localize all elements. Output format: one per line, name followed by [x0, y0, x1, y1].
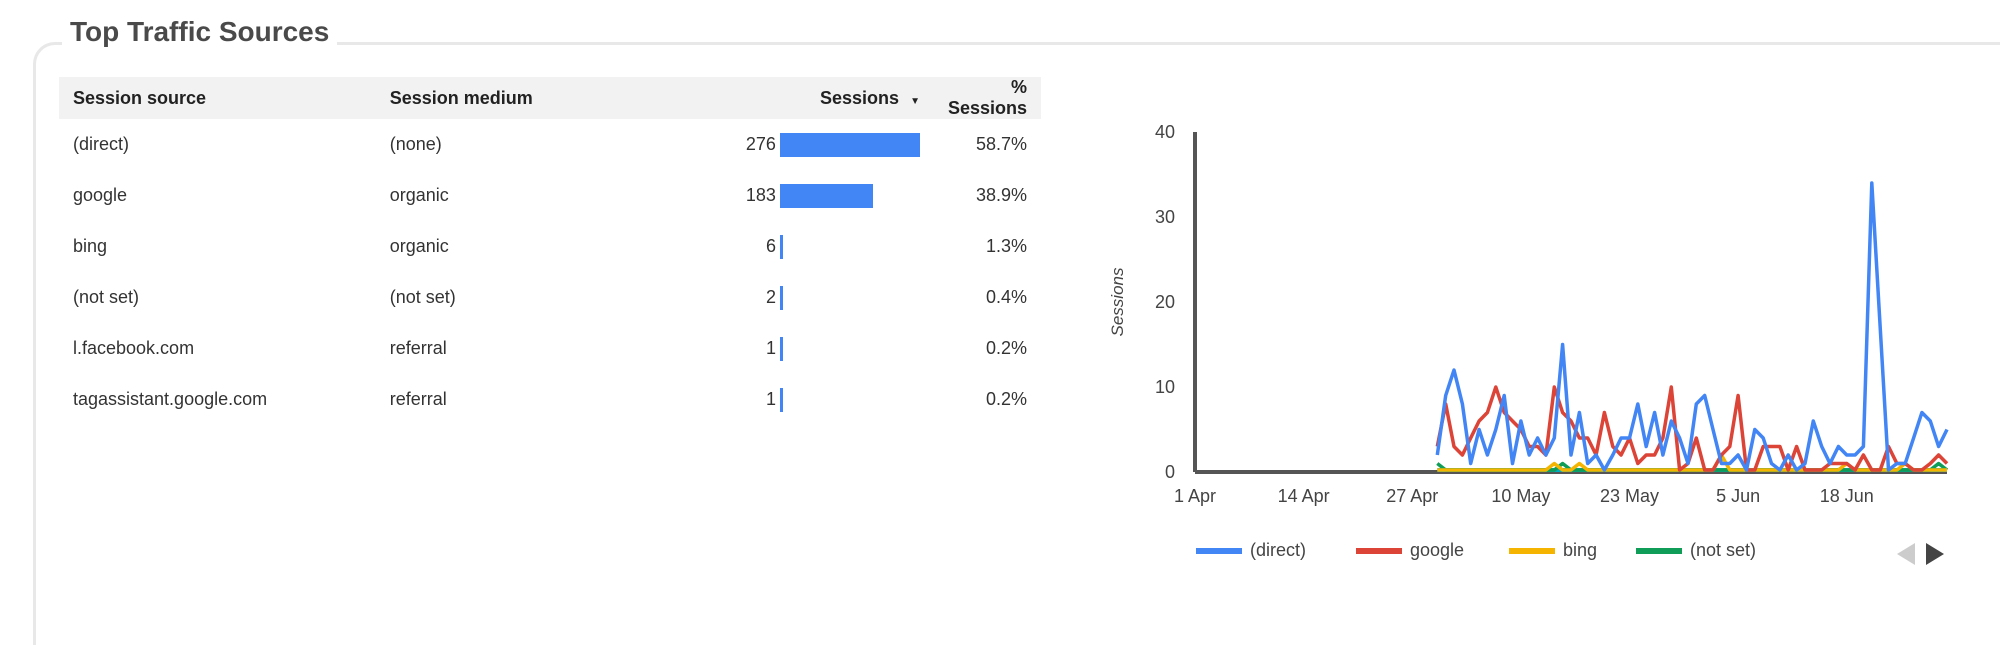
y-tick-label: 0: [1165, 462, 1175, 482]
x-tick-label: 23 May: [1600, 486, 1659, 506]
x-tick-label: 18 Jun: [1820, 486, 1874, 506]
cell-medium: organic: [389, 185, 449, 205]
legend-item-google[interactable]: google: [1356, 540, 1464, 561]
sessions-bar: [779, 285, 783, 310]
x-tick-label: 14 Apr: [1278, 486, 1330, 506]
x-tick-label: 1 Apr: [1174, 486, 1216, 506]
series-line-direct: [1435, 181, 1949, 472]
cell-sessions: 1: [612, 374, 934, 425]
cell-source: l.facebook.com: [73, 338, 195, 358]
x-tick-label: 27 Apr: [1386, 486, 1438, 506]
x-tick-label: 10 May: [1491, 486, 1550, 506]
legend-item-direct[interactable]: (direct): [1196, 540, 1306, 561]
cell-medium: (not set): [389, 287, 456, 307]
legend-label: (direct): [1250, 540, 1307, 560]
header-session-medium[interactable]: Session medium: [375, 77, 612, 119]
legend-label: google: [1410, 540, 1465, 560]
cell-source: tagassistant.google.com: [73, 389, 268, 409]
y-tick-label: 10: [1155, 377, 1175, 397]
cell-medium: referral: [389, 389, 447, 409]
cell-medium: (none): [389, 134, 442, 154]
table-row[interactable]: l.facebook.com referral 1 0.2%: [59, 323, 1041, 374]
legend-item-bing[interactable]: bing: [1509, 540, 1597, 561]
traffic-table: Session source Session medium Sessions ▼…: [59, 77, 1041, 425]
table-row[interactable]: bing organic 6 1.3%: [59, 221, 1041, 272]
table-row[interactable]: (not set) (not set) 2 0.4%: [59, 272, 1041, 323]
y-tick-label: 40: [1155, 122, 1175, 142]
cell-medium: organic: [389, 236, 449, 256]
sessions-value: 183: [745, 185, 776, 205]
card-title: Top Traffic Sources: [62, 16, 338, 48]
header-session-source[interactable]: Session source: [59, 77, 376, 119]
cell-pct: 58.7%: [975, 134, 1027, 154]
y-axis-label: Sessions: [1108, 267, 1127, 336]
sessions-value: 1: [765, 389, 776, 409]
legend-swatch: [1356, 547, 1402, 554]
y-tick-label: 20: [1155, 292, 1175, 312]
cell-pct: 38.9%: [975, 185, 1027, 205]
legend-swatch: [1509, 547, 1555, 554]
legend-next-icon[interactable]: [1926, 543, 1944, 565]
cell-sessions: 1: [612, 323, 934, 374]
header-sessions-label: Sessions: [820, 87, 900, 108]
cell-source: (not set): [73, 287, 140, 307]
cell-source: google: [73, 185, 128, 205]
header-pct-sessions[interactable]: % Sessions: [933, 77, 1041, 119]
header-sessions[interactable]: Sessions ▼: [611, 77, 934, 119]
cell-sessions: 2: [612, 272, 934, 323]
cell-pct: 1.3%: [985, 236, 1027, 256]
sessions-value: 6: [765, 236, 776, 256]
cell-sessions: 276: [612, 119, 934, 170]
legend-prev-icon[interactable]: [1897, 543, 1915, 565]
table-row[interactable]: tagassistant.google.com referral 1 0.2%: [59, 374, 1041, 425]
card-frame: [33, 42, 2000, 645]
legend-label: bing: [1563, 540, 1598, 560]
legend-label: (not set): [1690, 540, 1757, 560]
cell-sessions: 6: [612, 221, 934, 272]
legend-swatch: [1636, 547, 1682, 554]
sort-desc-icon: ▼: [910, 95, 920, 107]
cell-pct: 0.2%: [985, 338, 1027, 358]
cell-sessions: 183: [612, 170, 934, 221]
sessions-value: 276: [745, 134, 776, 154]
y-tick-label: 30: [1155, 207, 1175, 227]
cell-pct: 0.2%: [985, 389, 1027, 409]
legend-swatch: [1196, 547, 1242, 554]
table-row[interactable]: (direct) (none) 276 58.7%: [59, 119, 1041, 170]
sessions-bar: [779, 132, 920, 157]
sessions-bar: [779, 387, 783, 412]
cell-source: bing: [73, 236, 108, 256]
series-line-bing: [1437, 453, 1947, 472]
sessions-bar: [779, 336, 783, 361]
sessions-value: 2: [765, 287, 776, 307]
line-chart: 0 10 20 30 40 1 Apr 14 Apr 27 Apr 10 May 23 May 5 …: [1108, 122, 1949, 506]
sessions-value: 1: [765, 338, 776, 358]
sessions-bar: [779, 234, 783, 259]
cell-pct: 0.4%: [985, 287, 1027, 307]
x-tick-label: 5 Jun: [1716, 486, 1760, 506]
cell-source: (direct): [73, 134, 130, 154]
table-row[interactable]: google organic 183 38.9%: [59, 170, 1041, 221]
sessions-bar: [779, 183, 873, 208]
cell-medium: referral: [389, 338, 447, 358]
legend-item-not-set[interactable]: (not set): [1636, 540, 1756, 561]
